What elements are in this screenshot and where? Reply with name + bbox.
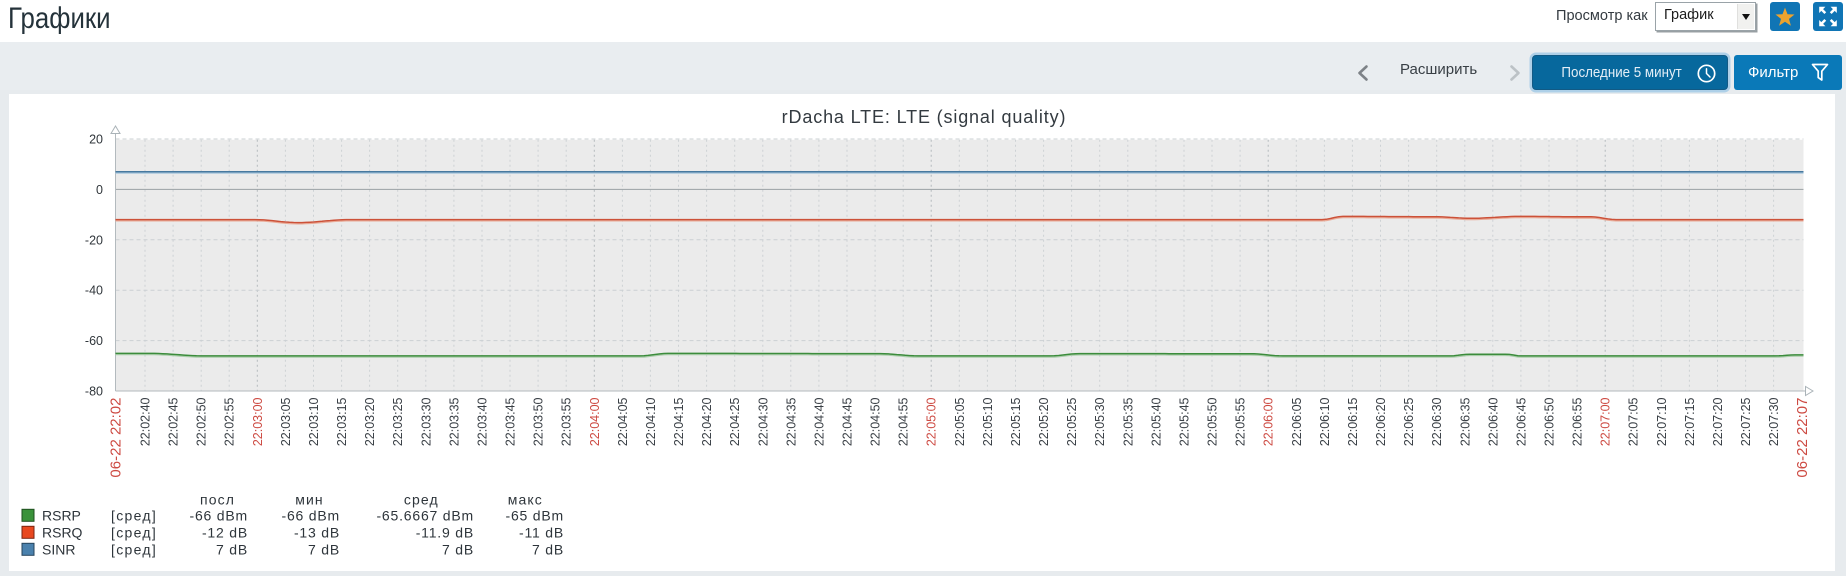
svg-text:20: 20: [89, 133, 103, 147]
svg-text:22:04:45: 22:04:45: [841, 397, 855, 446]
svg-text:-80: -80: [85, 385, 103, 399]
svg-text:мин: мин: [295, 492, 323, 508]
svg-text:SINR: SINR: [42, 542, 75, 558]
svg-text:22:06:40: 22:06:40: [1486, 397, 1500, 446]
svg-text:22:05:55: 22:05:55: [1234, 397, 1248, 446]
svg-text:посл: посл: [200, 492, 235, 508]
svg-text:22:05:05: 22:05:05: [953, 397, 967, 446]
svg-text:22:07:20: 22:07:20: [1711, 397, 1725, 446]
svg-text:22:02:55: 22:02:55: [223, 397, 237, 446]
svg-text:-11 dB: -11 dB: [519, 525, 564, 541]
svg-text:22:05:50: 22:05:50: [1206, 397, 1220, 446]
svg-text:7 dB: 7 dB: [308, 542, 340, 558]
svg-text:06-22 22:02: 06-22 22:02: [107, 398, 124, 478]
svg-text:22:06:25: 22:06:25: [1402, 397, 1416, 446]
svg-text:7 dB: 7 dB: [216, 542, 248, 558]
svg-text:22:03:10: 22:03:10: [307, 397, 321, 446]
svg-text:22:04:05: 22:04:05: [616, 397, 630, 446]
svg-text:22:04:00: 22:04:00: [588, 397, 602, 446]
svg-text:22:06:50: 22:06:50: [1543, 397, 1557, 446]
svg-text:22:07:25: 22:07:25: [1739, 397, 1753, 446]
svg-text:-20: -20: [85, 233, 103, 247]
svg-text:22:04:40: 22:04:40: [812, 397, 826, 446]
svg-text:22:03:05: 22:03:05: [279, 397, 293, 446]
svg-text:22:04:30: 22:04:30: [756, 397, 770, 446]
svg-text:22:07:15: 22:07:15: [1683, 397, 1697, 446]
svg-text:7 dB: 7 dB: [442, 542, 474, 558]
svg-text:22:02:50: 22:02:50: [195, 397, 209, 446]
svg-text:22:05:15: 22:05:15: [1009, 397, 1023, 446]
svg-text:22:05:35: 22:05:35: [1121, 397, 1135, 446]
svg-text:-13 dB: -13 dB: [294, 525, 340, 541]
svg-text:RSRQ: RSRQ: [42, 525, 83, 541]
svg-text:22:05:10: 22:05:10: [981, 397, 995, 446]
svg-text:22:03:40: 22:03:40: [476, 397, 490, 446]
svg-text:22:07:10: 22:07:10: [1655, 397, 1669, 446]
svg-text:22:06:55: 22:06:55: [1571, 397, 1585, 446]
svg-text:RSRP: RSRP: [42, 508, 81, 524]
svg-text:22:03:45: 22:03:45: [504, 397, 518, 446]
svg-text:22:06:15: 22:06:15: [1346, 397, 1360, 446]
svg-text:[сред]: [сред]: [111, 508, 157, 524]
svg-text:-11.9 dB: -11.9 dB: [416, 525, 474, 541]
svg-text:-65.6667 dBm: -65.6667 dBm: [376, 508, 474, 524]
svg-text:[сред]: [сред]: [111, 525, 157, 541]
svg-text:сред: сред: [404, 492, 439, 508]
svg-text:22:05:40: 22:05:40: [1149, 397, 1163, 446]
svg-text:22:04:50: 22:04:50: [869, 397, 883, 446]
svg-text:22:03:50: 22:03:50: [532, 397, 546, 446]
svg-text:22:06:10: 22:06:10: [1318, 397, 1332, 446]
svg-text:22:03:30: 22:03:30: [419, 397, 433, 446]
svg-text:22:04:25: 22:04:25: [728, 397, 742, 446]
svg-text:макс: макс: [508, 492, 543, 508]
svg-text:22:03:55: 22:03:55: [560, 397, 574, 446]
svg-text:22:04:20: 22:04:20: [700, 397, 714, 446]
svg-text:-66 dBm: -66 dBm: [189, 508, 248, 524]
svg-text:22:06:30: 22:06:30: [1430, 397, 1444, 446]
svg-text:22:03:35: 22:03:35: [447, 397, 461, 446]
svg-text:22:05:20: 22:05:20: [1037, 397, 1051, 446]
svg-text:-40: -40: [85, 284, 103, 298]
svg-text:22:07:30: 22:07:30: [1767, 397, 1781, 446]
svg-text:-65 dBm: -65 dBm: [505, 508, 564, 524]
svg-text:-66 dBm: -66 dBm: [281, 508, 340, 524]
svg-text:22:03:00: 22:03:00: [251, 397, 265, 446]
svg-text:22:05:25: 22:05:25: [1065, 397, 1079, 446]
svg-text:-60: -60: [85, 334, 103, 348]
svg-text:22:06:45: 22:06:45: [1514, 397, 1528, 446]
svg-text:22:03:20: 22:03:20: [363, 397, 377, 446]
svg-text:22:06:05: 22:06:05: [1290, 397, 1304, 446]
svg-text:22:07:00: 22:07:00: [1599, 397, 1613, 446]
svg-text:22:02:45: 22:02:45: [167, 397, 181, 446]
svg-text:22:05:45: 22:05:45: [1178, 397, 1192, 446]
svg-text:22:04:55: 22:04:55: [897, 397, 911, 446]
svg-text:22:04:15: 22:04:15: [672, 397, 686, 446]
svg-text:22:06:35: 22:06:35: [1458, 397, 1472, 446]
svg-text:22:06:00: 22:06:00: [1262, 397, 1276, 446]
svg-text:rDacha LTE: LTE (signal qualit: rDacha LTE: LTE (signal quality): [782, 107, 1067, 127]
svg-text:22:03:25: 22:03:25: [391, 397, 405, 446]
svg-text:22:06:20: 22:06:20: [1374, 397, 1388, 446]
svg-text:22:05:00: 22:05:00: [925, 397, 939, 446]
svg-text:22:04:35: 22:04:35: [784, 397, 798, 446]
svg-text:[сред]: [сред]: [111, 542, 157, 558]
svg-text:06-22 22:07: 06-22 22:07: [1794, 398, 1811, 478]
svg-text:22:07:05: 22:07:05: [1627, 397, 1641, 446]
svg-text:22:04:10: 22:04:10: [644, 397, 658, 446]
svg-text:0: 0: [96, 183, 103, 197]
svg-text:22:02:40: 22:02:40: [139, 397, 153, 446]
svg-text:7 dB: 7 dB: [532, 542, 564, 558]
svg-text:22:03:15: 22:03:15: [335, 397, 349, 446]
svg-text:22:05:30: 22:05:30: [1093, 397, 1107, 446]
svg-text:-12 dB: -12 dB: [202, 525, 248, 541]
